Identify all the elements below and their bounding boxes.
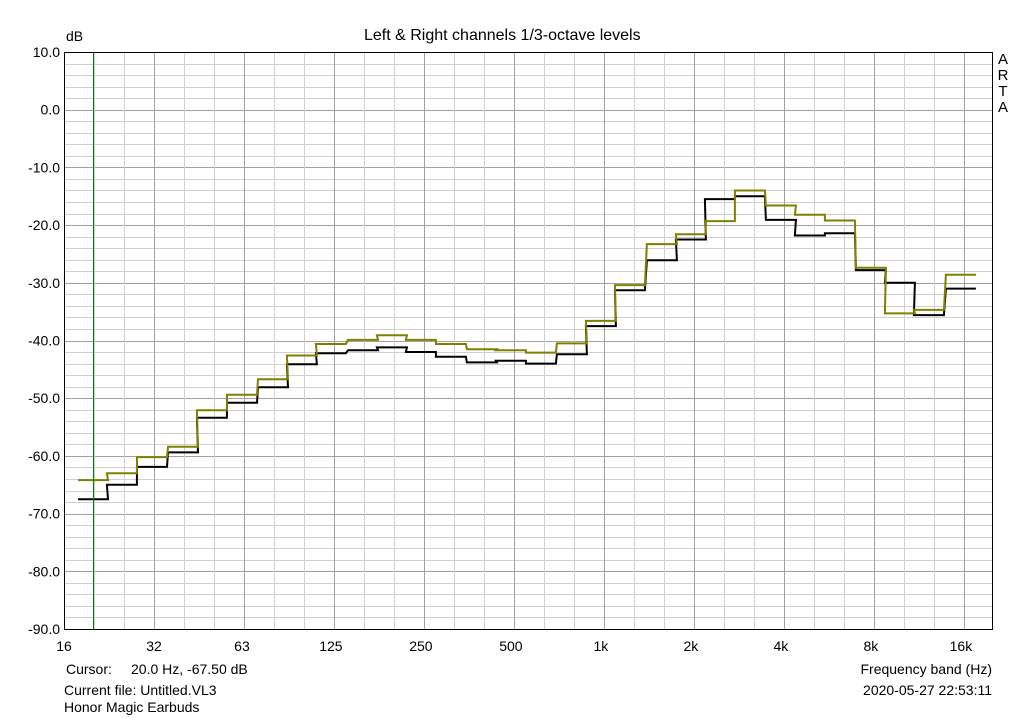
brand-letter: R [997,67,1009,84]
brand-letter: T [998,83,1008,100]
x-tick-label: 2k [684,638,700,654]
y-tick-label: -90.0 [28,621,60,637]
x-tick-label: 32 [146,638,162,654]
x-tick-label: 16 [56,638,72,654]
cursor-readout: 20.0 Hz, -67.50 dB [131,661,248,677]
x-tick-label: 8k [864,638,880,654]
x-tick-label: 4k [774,638,790,654]
timestamp: 2020-05-27 22:53:11 [863,682,992,698]
y-tick-label: -20.0 [28,217,60,233]
x-tick-label: 250 [409,638,433,654]
x-tick-label: 125 [319,638,343,654]
brand-letter: A [997,99,1008,116]
y-tick-label: -50.0 [28,390,60,406]
chart-title: Left & Right channels 1/3-octave levels [364,27,641,44]
y-tick-label: -80.0 [28,563,60,579]
x-tick-label: 1k [594,638,610,654]
series-line-1 [78,195,976,501]
brand-letter: A [997,51,1008,68]
current-file: Current file: Untitled.VL3 [64,682,217,698]
y-tick-label: -10.0 [28,159,60,175]
y-tick-label: 10.0 [33,44,60,60]
y-tick-labels: 10.0 0.0 -10.0 -20.0 -30.0 -40.0 -50.0 -60.0 -70… [28,44,60,637]
series-layer [78,189,976,501]
device-name: Honor Magic Earbuds [64,699,200,715]
x-tick-label: 16k [950,638,974,654]
y-tick-label: 0.0 [41,102,61,118]
arta-brand: A R T A [995,52,1011,116]
x-tick-labels: 16 32 63 125 250 500 1k 2k 4k 8k 16k [56,638,973,654]
x-axis-label: Frequency band (Hz) [860,661,992,677]
x-tick-label: 500 [499,638,523,654]
series-line-2 [78,189,976,482]
y-tick-label: -40.0 [28,333,60,349]
y-axis-label: dB [66,28,84,44]
x-tick-label: 63 [234,638,250,654]
y-tick-label: -30.0 [28,275,60,291]
plot-grid [64,52,992,630]
y-tick-label: -60.0 [28,448,60,464]
cursor-label: Cursor: [66,661,112,677]
y-tick-label: -70.0 [28,506,60,522]
plot-frame [64,52,993,630]
